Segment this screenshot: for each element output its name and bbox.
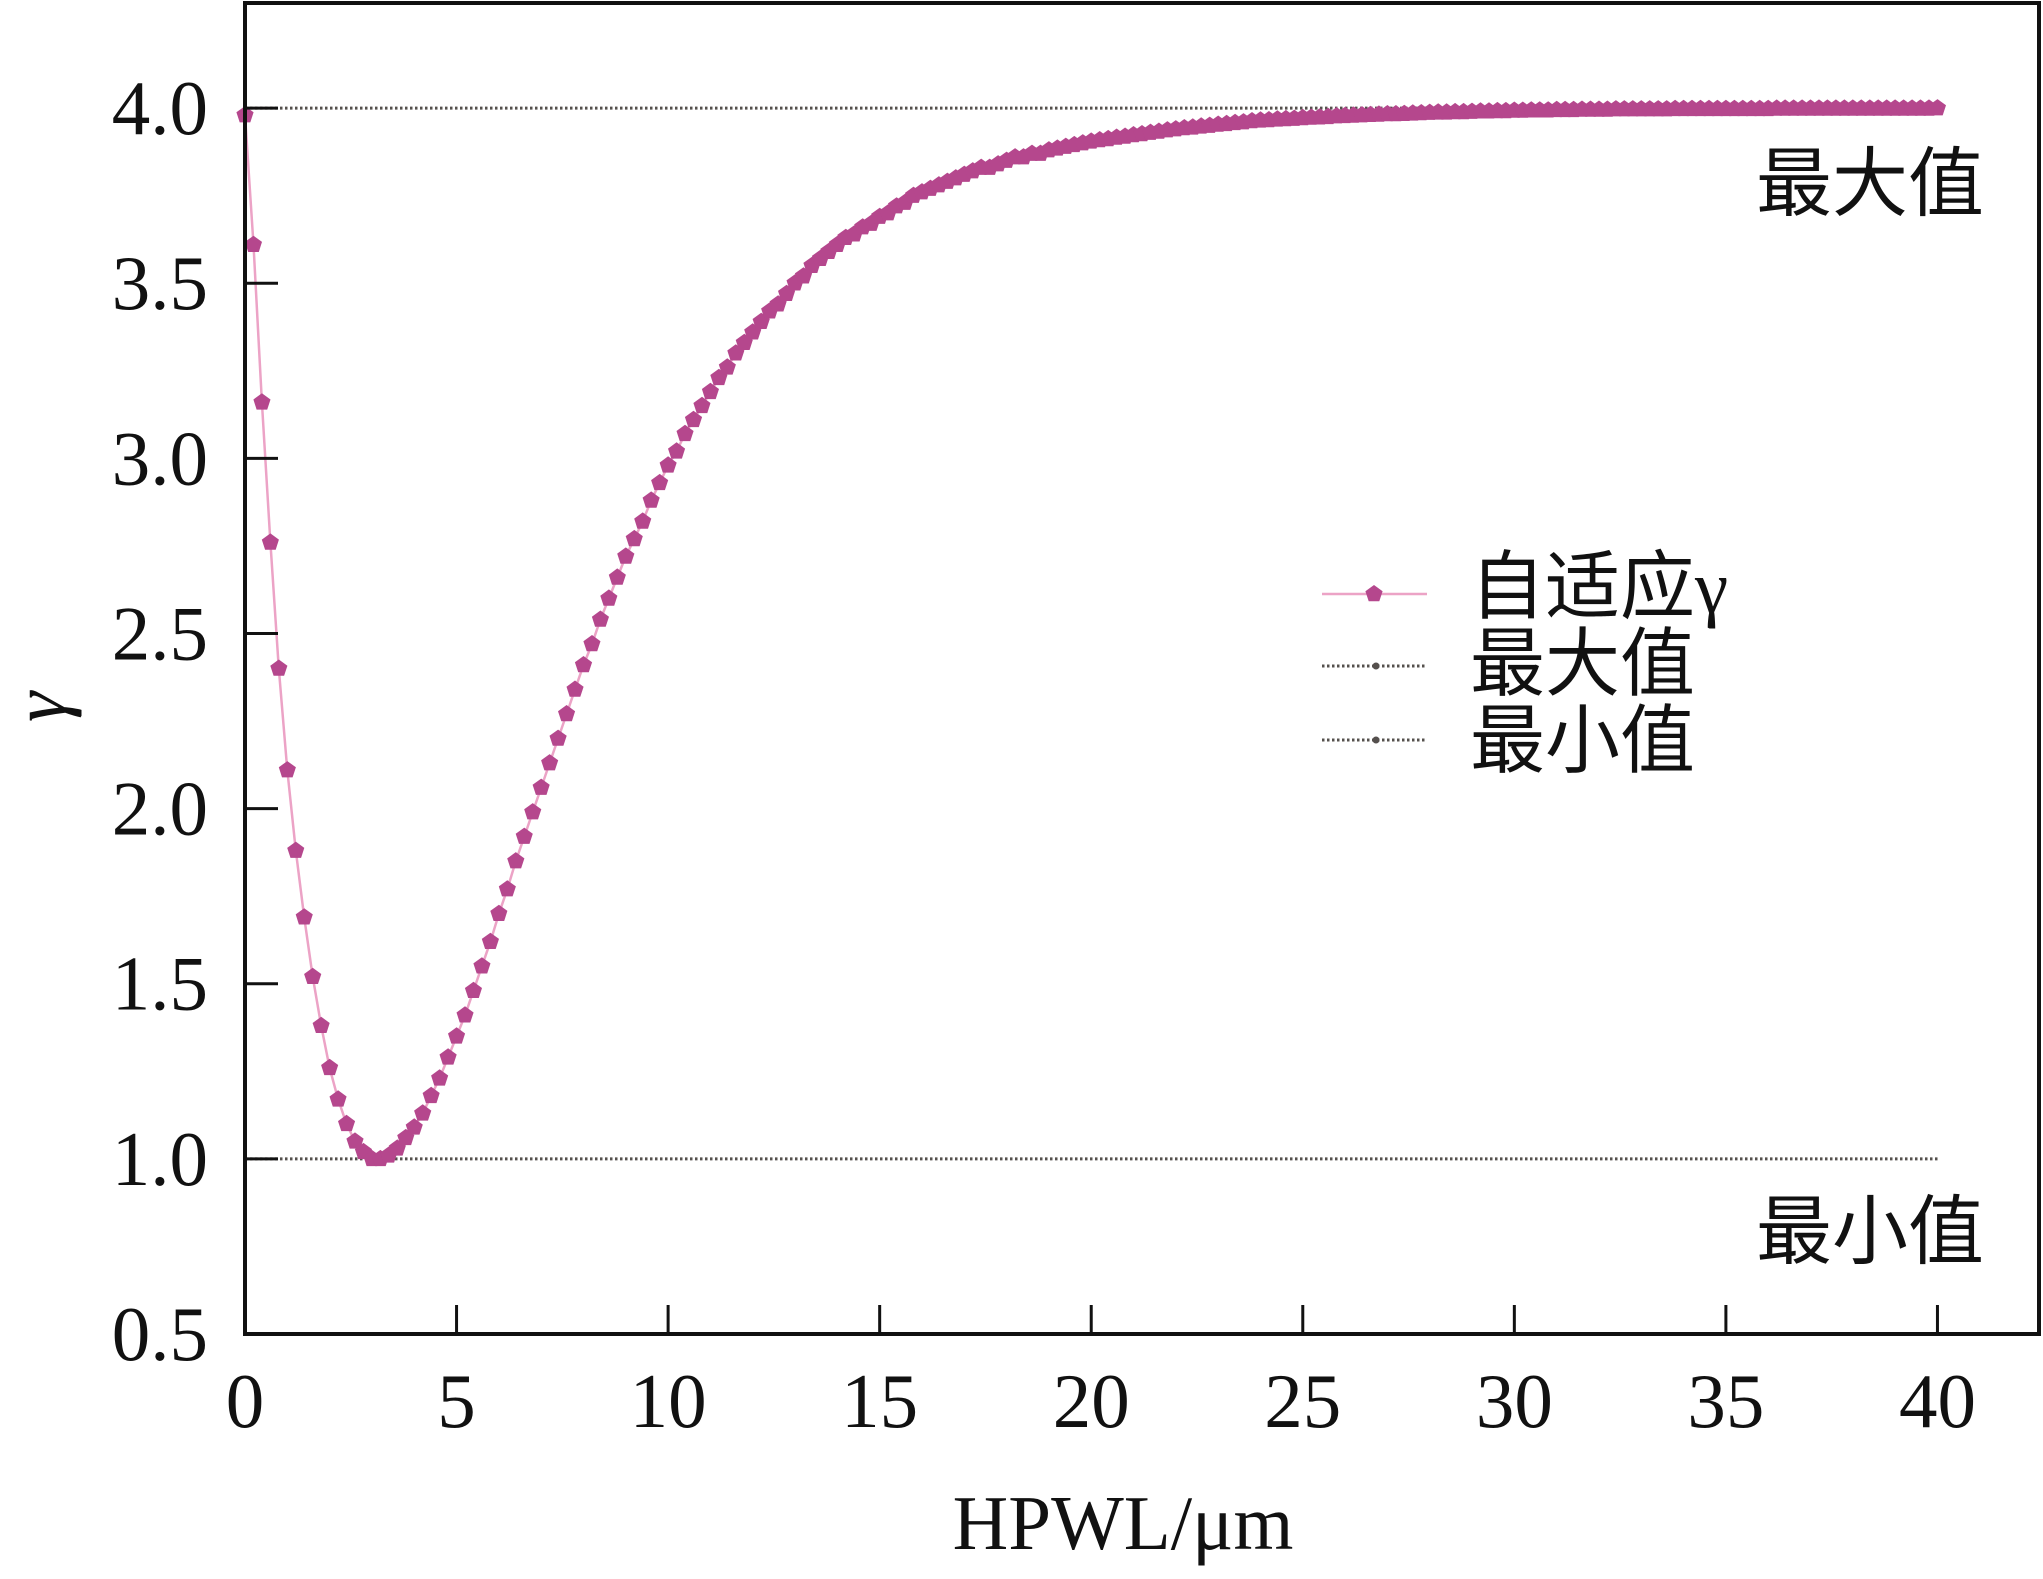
legend-item-adaptive-gamma: 自适应γ: [1322, 547, 1728, 630]
data-point: [278, 761, 296, 778]
y-tick-label: 2.0: [112, 766, 208, 852]
y-tick-label: 3.0: [112, 415, 208, 501]
data-point: [448, 1027, 466, 1044]
data-point: [684, 410, 703, 428]
legend-item-max: 最大值: [1322, 624, 1695, 707]
data-point: [541, 754, 559, 771]
data-point: [524, 803, 542, 820]
y-tick-label: 4.0: [112, 65, 208, 151]
data-point: [473, 957, 491, 974]
x-tick-label: 35: [1687, 1358, 1764, 1444]
data-point: [253, 393, 271, 410]
y-axis-ticks: 0.5 1.0 1.5 2.0 2.5 3.0 3.5 4.0: [112, 65, 278, 1377]
data-point: [718, 358, 736, 375]
data-point: [490, 904, 508, 921]
data-point: [625, 529, 643, 547]
data-point: [676, 424, 694, 442]
data-point: [312, 1016, 330, 1033]
legend-item-min: 最小值: [1322, 701, 1695, 784]
adaptive-gamma-markers: [236, 99, 1946, 1167]
x-tick-label: 40: [1899, 1358, 1976, 1444]
data-point: [295, 908, 313, 925]
data-point: [346, 1132, 364, 1149]
x-tick-label: 25: [1264, 1358, 1341, 1444]
data-point: [244, 235, 262, 252]
y-tick-label: 2.5: [112, 590, 208, 676]
data-point: [617, 547, 635, 564]
y-tick-label: 3.5: [112, 240, 208, 326]
data-point: [414, 1104, 432, 1121]
y-tick-label: 0.5: [112, 1291, 208, 1377]
data-point: [338, 1114, 356, 1132]
legend-label: 自适应γ: [1470, 547, 1728, 630]
data-point: [566, 680, 584, 697]
data-point: [439, 1048, 457, 1065]
y-tick-label: 1.0: [112, 1116, 208, 1202]
data-point: [574, 656, 593, 673]
data-point: [608, 568, 626, 585]
plot-frame: [243, 1, 2041, 1336]
data-point: [287, 841, 305, 858]
data-point: [405, 1118, 423, 1135]
data-point: [668, 442, 686, 459]
data-point: [422, 1086, 440, 1104]
data-point: [321, 1058, 339, 1076]
x-axis-label: HPWL/μm: [953, 1480, 1294, 1566]
legend-label: 最大值: [1470, 624, 1695, 707]
data-point: [464, 981, 482, 998]
annotation-min: 最小值: [1756, 1191, 1984, 1275]
legend-marker: [1365, 585, 1383, 602]
data-point: [634, 512, 652, 529]
data-point: [481, 932, 499, 949]
data-point: [549, 729, 567, 746]
y-axis-label: γ: [0, 689, 82, 722]
data-point: [1928, 99, 1946, 116]
data-point: [431, 1069, 449, 1086]
x-tick-label: 5: [437, 1358, 476, 1444]
legend-marker: [1372, 662, 1380, 670]
series-adaptive-gamma: [236, 99, 1946, 1167]
x-tick-label: 20: [1053, 1358, 1130, 1444]
data-point: [515, 827, 533, 844]
data-point: [532, 778, 550, 795]
annotation-max: 最大值: [1756, 143, 1984, 227]
x-tick-label: 10: [630, 1358, 707, 1444]
data-point: [498, 880, 516, 897]
data-point: [659, 456, 677, 473]
data-point: [456, 1006, 474, 1023]
data-point: [270, 659, 288, 676]
data-point: [329, 1090, 347, 1107]
data-point: [304, 967, 322, 984]
legend-label: 最小值: [1470, 701, 1695, 784]
data-point: [600, 589, 618, 606]
legend-marker: [1372, 736, 1380, 744]
x-axis-ticks: 0 5 10 15 20 25 30 35 40: [226, 1305, 1976, 1444]
data-point: [642, 491, 660, 508]
data-point: [693, 396, 711, 414]
data-point: [507, 852, 525, 869]
data-point: [583, 635, 601, 652]
legend: 自适应γ 最大值 最小值: [1322, 547, 1728, 784]
data-point: [651, 473, 669, 491]
y-tick-label: 1.5: [112, 941, 208, 1027]
x-tick-label: 15: [841, 1358, 918, 1444]
data-point: [261, 533, 279, 550]
x-tick-label: 30: [1476, 1358, 1553, 1444]
data-point: [558, 705, 576, 722]
x-tick-label: 0: [226, 1358, 265, 1444]
data-point: [591, 610, 609, 627]
data-point: [701, 382, 719, 400]
